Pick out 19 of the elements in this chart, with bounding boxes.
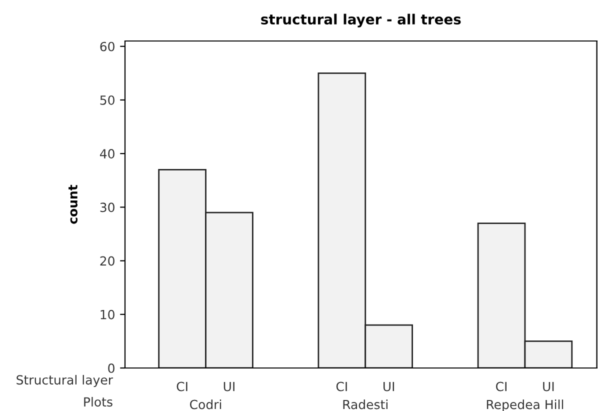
text: UI bbox=[384, 382, 394, 392]
text: CI bbox=[496, 382, 506, 392]
series-label: CI bbox=[176, 382, 188, 392]
y-tick-label: 50 bbox=[100, 95, 114, 105]
x-tick-label: Radesti bbox=[343, 400, 388, 410]
chart-title: structural layer - all trees bbox=[261, 14, 461, 28]
y-axis-title: count bbox=[68, 184, 78, 224]
y-tick-label: 0 bbox=[108, 363, 114, 373]
text: Structural layer bbox=[16, 374, 113, 388]
y-tick-label: 40 bbox=[100, 149, 114, 158]
y-tick-label: 10 bbox=[100, 310, 114, 320]
text: CI bbox=[336, 382, 347, 392]
y-tick-label: 60 bbox=[100, 42, 114, 52]
text: Plots bbox=[84, 396, 112, 407]
x-tick-label: Codri bbox=[190, 400, 222, 410]
y-tick-label: 30 bbox=[100, 202, 114, 212]
series-label: UI bbox=[224, 382, 234, 392]
y-tick-label: 20 bbox=[100, 256, 114, 266]
text: UI bbox=[543, 382, 554, 392]
